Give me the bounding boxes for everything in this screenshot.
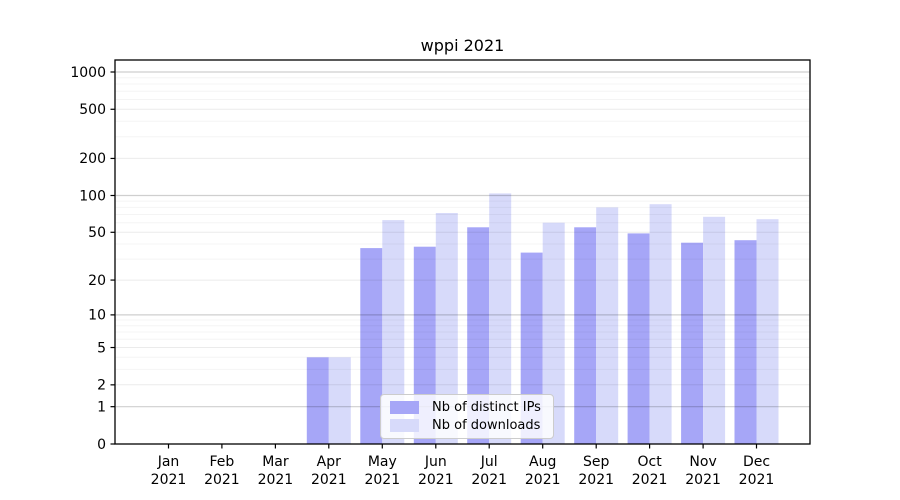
bar-downloads <box>435 213 458 444</box>
x-tick-label: Oct 2021 <box>632 454 668 488</box>
bar-distinct-ips <box>627 233 650 444</box>
x-tick-label: Dec 2021 <box>739 454 775 488</box>
x-tick-label: Nov 2021 <box>685 454 721 488</box>
y-tick-label: 1000 <box>70 65 106 81</box>
y-tick-label: 5 <box>97 340 106 356</box>
bar-distinct-ips <box>306 357 329 444</box>
legend-label-distinct-ips: Nb of distinct IPs <box>432 400 541 415</box>
bar-downloads <box>328 357 351 444</box>
x-tick-label: Mar 2021 <box>258 454 294 488</box>
bar-downloads <box>489 193 512 444</box>
bar-distinct-ips <box>467 227 490 444</box>
bar-downloads <box>703 216 726 444</box>
gridlines-group <box>115 71 810 408</box>
bar-distinct-ips <box>681 242 704 444</box>
chart-title: wppi 2021 <box>420 36 505 55</box>
x-tick-label: Jul 2021 <box>471 454 507 488</box>
legend-item-distinct-ips: Nb of distinct IPs <box>390 400 541 415</box>
bar-downloads <box>649 204 672 444</box>
y-tick-label: 10 <box>88 308 106 324</box>
legend-label-downloads: Nb of downloads <box>432 418 541 433</box>
x-tick-label: Sep 2021 <box>578 454 614 488</box>
x-tick-label: Jan 2021 <box>151 454 187 488</box>
x-tick-label: May 2021 <box>364 454 400 488</box>
y-tick-label: 20 <box>88 273 106 289</box>
bar-distinct-ips <box>574 227 597 444</box>
legend-swatch-distinct-ips <box>390 401 419 414</box>
y-tick-label: 100 <box>79 188 106 204</box>
y-tick-label: 500 <box>79 102 106 118</box>
y-tick-label: 2 <box>97 378 106 394</box>
bar-downloads <box>542 222 565 444</box>
legend-item-downloads: Nb of downloads <box>390 418 541 433</box>
x-tick-label: Feb 2021 <box>204 454 240 488</box>
y-axis: 0 1 2 5 10 20 50 100 200 500 1000 <box>70 65 115 453</box>
bar-downloads <box>756 219 779 444</box>
legend: Nb of distinct IPs Nb of downloads <box>380 394 554 439</box>
y-tick-label: 50 <box>88 225 106 241</box>
bar-distinct-ips <box>734 240 757 444</box>
y-tick-label: 200 <box>79 151 106 167</box>
bar-downloads <box>596 207 619 444</box>
x-axis: Jan 2021 Feb 2021 Mar 2021 Apr 2021 May 2021 Jun 20… <box>151 444 775 488</box>
y-tick-label: 1 <box>97 400 106 416</box>
x-tick-label: Apr 2021 <box>311 454 347 488</box>
x-tick-label: Aug 2021 <box>525 454 561 488</box>
bar-downloads <box>382 220 405 444</box>
y-tick-label: 0 <box>97 437 106 453</box>
plot-frame <box>114 59 811 445</box>
bars-group <box>306 193 779 444</box>
x-tick-label: Jun 2021 <box>418 454 454 488</box>
bar-distinct-ips <box>360 248 383 444</box>
legend-swatch-downloads <box>390 419 419 432</box>
